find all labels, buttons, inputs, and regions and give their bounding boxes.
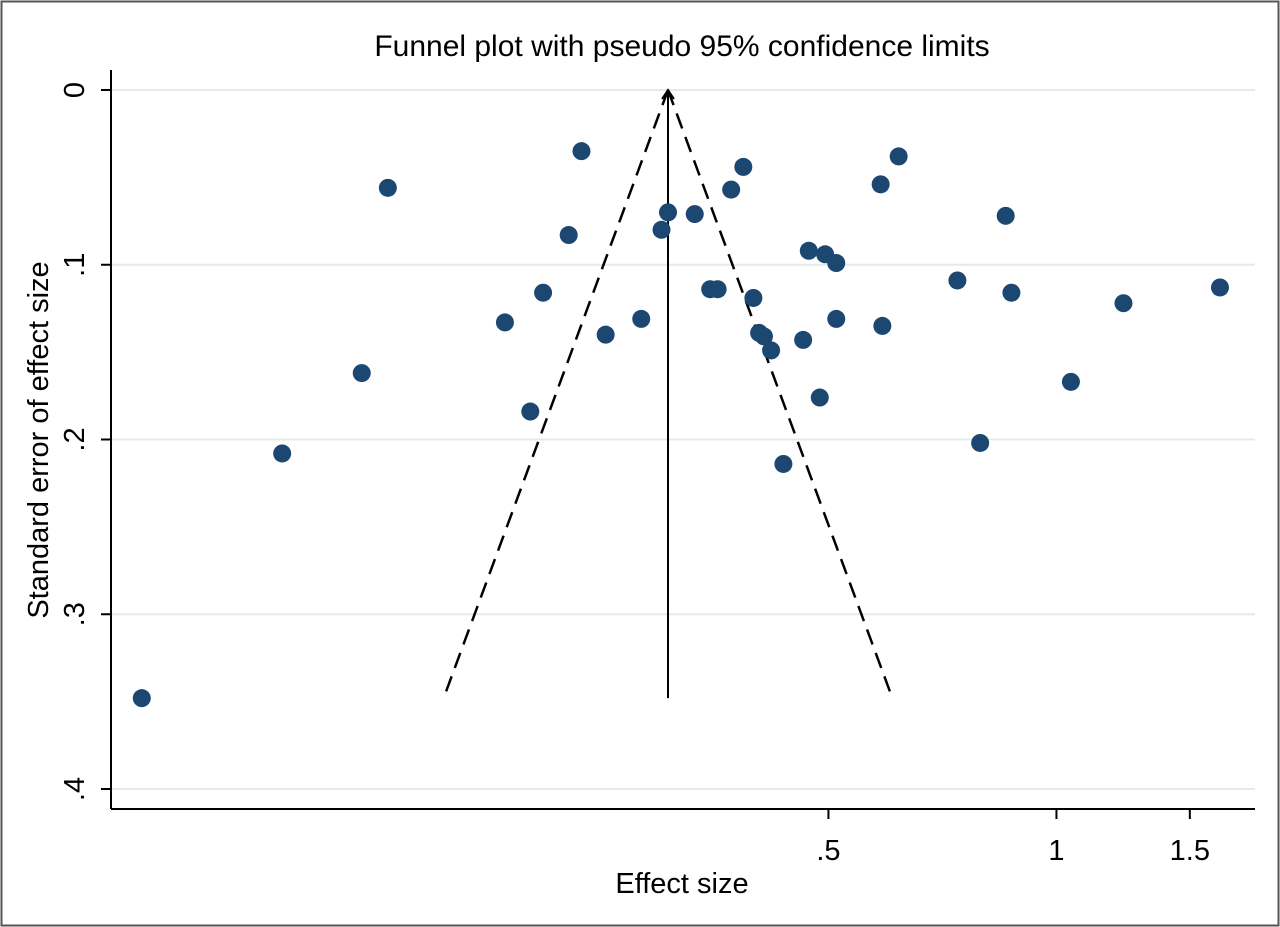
x-axis-label: Effect size (615, 868, 748, 900)
data-point (273, 444, 292, 463)
data-point (774, 454, 793, 473)
apex-arrowhead (661, 88, 675, 100)
y-tick-label: .3 (59, 602, 91, 626)
y-ticks: 0 .1 .2 .3 .4 (59, 82, 111, 801)
data-point (572, 142, 591, 161)
data-point (521, 402, 540, 421)
grid-lines (112, 89, 1255, 790)
data-point (1061, 372, 1080, 391)
data-point (632, 309, 651, 328)
data-point (871, 175, 890, 194)
data-point (873, 316, 892, 335)
data-point (659, 203, 678, 222)
data-point (132, 689, 151, 708)
data-point (352, 364, 371, 383)
data-point (378, 178, 397, 197)
data-point (1210, 278, 1229, 297)
data-point (762, 341, 781, 360)
data-point (596, 325, 615, 344)
data-point (734, 157, 753, 176)
data-point (827, 254, 846, 273)
data-point (1114, 294, 1133, 313)
data-point (652, 220, 671, 239)
data-point (948, 271, 967, 290)
y-tick-label: .2 (59, 427, 91, 451)
data-point (559, 226, 578, 245)
upper-confidence-limit (666, 89, 894, 699)
funnel-lines (442, 88, 894, 699)
y-tick-label: .4 (59, 777, 91, 801)
data-point (799, 241, 818, 260)
data-point (685, 205, 704, 224)
data-point (1002, 283, 1021, 302)
data-point (889, 147, 908, 166)
data-point (744, 288, 763, 307)
data-point (708, 280, 727, 299)
data-point (794, 330, 813, 349)
data-point (722, 180, 741, 199)
data-point (810, 388, 829, 407)
data-points (132, 142, 1229, 708)
data-point (996, 206, 1015, 225)
y-tick-label: 0 (59, 82, 91, 98)
data-point (754, 327, 773, 346)
x-tick-label: 1 (1048, 835, 1064, 867)
data-point (827, 309, 846, 328)
y-tick-label: .1 (59, 253, 91, 277)
data-point (534, 283, 553, 302)
lower-confidence-limit (442, 89, 670, 699)
data-point (495, 313, 514, 332)
data-point (971, 433, 990, 452)
chart-title: Funnel plot with pseudo 95% confidence l… (374, 30, 989, 63)
x-tick-label: .5 (816, 835, 840, 867)
x-ticks: .5 1 1.5 (816, 809, 1210, 867)
y-axis-label: Standard error of effect size (23, 261, 55, 618)
x-tick-label: 1.5 (1170, 835, 1210, 867)
